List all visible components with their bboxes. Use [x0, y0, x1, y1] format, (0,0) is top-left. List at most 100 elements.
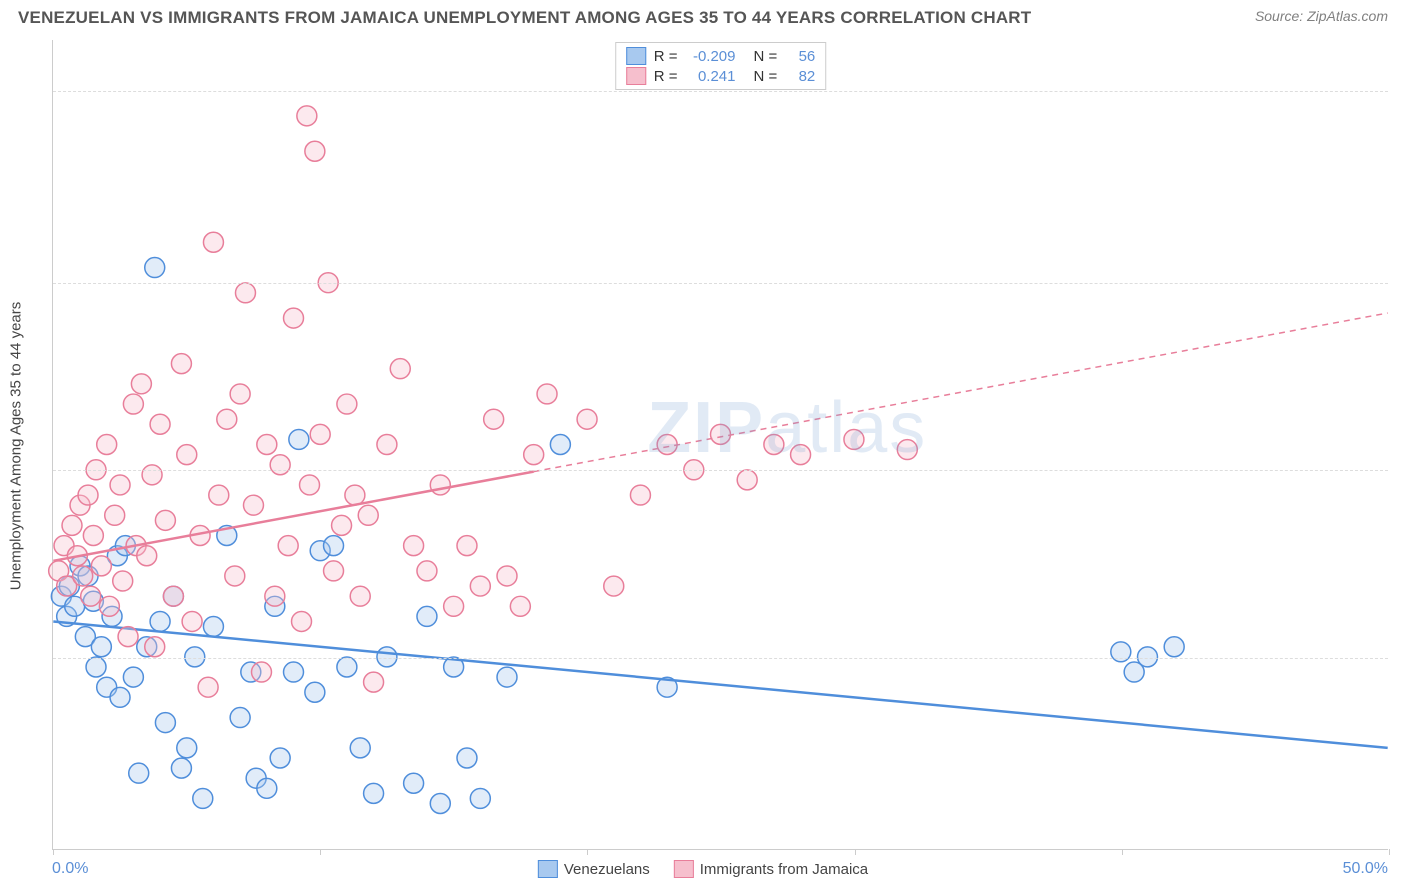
x-axis-max-label: 50.0% — [1343, 860, 1388, 878]
legend-r-label: R = — [654, 68, 678, 85]
legend-swatch — [674, 860, 694, 878]
gridline — [53, 470, 1388, 471]
scatter-plot-svg — [53, 40, 1388, 849]
data-point — [657, 435, 677, 455]
legend-n-label: N = — [754, 48, 778, 65]
x-axis-min-label: 0.0% — [52, 860, 88, 878]
data-point — [257, 778, 277, 798]
data-point — [137, 546, 157, 566]
chart-title: VENEZUELAN VS IMMIGRANTS FROM JAMAICA UN… — [18, 8, 1031, 28]
data-point — [390, 359, 410, 379]
data-point — [145, 637, 165, 657]
x-tick — [587, 849, 588, 855]
x-tick — [320, 849, 321, 855]
data-point — [844, 429, 864, 449]
data-point — [430, 794, 450, 814]
y-tick-label: 15.0% — [1398, 82, 1406, 100]
data-point — [150, 414, 170, 434]
data-point — [270, 455, 290, 475]
legend-item: Venezuelans — [538, 860, 650, 878]
data-point — [404, 773, 424, 793]
data-point — [81, 586, 101, 606]
legend-r-value: 0.241 — [686, 68, 736, 85]
data-point — [155, 713, 175, 733]
data-point — [444, 596, 464, 616]
data-point — [577, 409, 597, 429]
data-point — [457, 536, 477, 556]
legend-swatch — [538, 860, 558, 878]
data-point — [62, 515, 82, 535]
data-point — [123, 394, 143, 414]
correlation-legend: R =-0.209N =56R =0.241N =82 — [615, 42, 827, 90]
legend-item: Immigrants from Jamaica — [674, 860, 868, 878]
data-point — [377, 435, 397, 455]
data-point — [305, 682, 325, 702]
data-point — [310, 424, 330, 444]
data-point — [404, 536, 424, 556]
data-point — [86, 657, 106, 677]
legend-label: Immigrants from Jamaica — [700, 861, 868, 878]
legend-row: R = -0.209 N = 56 — [626, 47, 816, 65]
data-point — [284, 308, 304, 328]
data-point — [110, 475, 130, 495]
data-point — [550, 435, 570, 455]
data-point — [73, 566, 93, 586]
data-point — [113, 571, 133, 591]
data-point — [537, 384, 557, 404]
data-point — [155, 510, 175, 530]
data-point — [105, 505, 125, 525]
data-point — [337, 394, 357, 414]
data-point — [203, 617, 223, 637]
data-point — [297, 106, 317, 126]
data-point — [417, 606, 437, 626]
data-point — [193, 788, 213, 808]
data-point — [470, 788, 490, 808]
data-point — [97, 435, 117, 455]
data-point — [358, 505, 378, 525]
trend-line — [53, 621, 1387, 747]
data-point — [470, 576, 490, 596]
y-axis-title: Unemployment Among Ages 35 to 44 years — [8, 302, 25, 591]
data-point — [91, 637, 111, 657]
y-tick-label: 11.2% — [1398, 274, 1406, 292]
data-point — [235, 283, 255, 303]
data-point — [131, 374, 151, 394]
data-point — [1164, 637, 1184, 657]
data-point — [350, 586, 370, 606]
data-point — [145, 258, 165, 278]
data-point — [230, 384, 250, 404]
data-point — [332, 515, 352, 535]
legend-r-value: -0.209 — [686, 48, 736, 65]
data-point — [484, 409, 504, 429]
data-point — [737, 470, 757, 490]
data-point — [251, 662, 271, 682]
gridline — [53, 91, 1388, 92]
data-point — [177, 445, 197, 465]
data-point — [182, 611, 202, 631]
data-point — [257, 435, 277, 455]
data-point — [764, 435, 784, 455]
series-legend: Venezuelans Immigrants from Jamaica — [538, 860, 868, 878]
x-tick — [1122, 849, 1123, 855]
gridline — [53, 283, 1388, 284]
data-point — [292, 611, 312, 631]
data-point — [83, 526, 103, 546]
data-point — [99, 596, 119, 616]
legend-r-label: R = — [654, 48, 678, 65]
data-point — [711, 424, 731, 444]
data-point — [110, 687, 130, 707]
data-point — [177, 738, 197, 758]
data-point — [171, 354, 191, 374]
data-point — [150, 611, 170, 631]
legend-n-value: 56 — [785, 48, 815, 65]
x-tick — [855, 849, 856, 855]
legend-n-value: 82 — [785, 68, 815, 85]
data-point — [417, 561, 437, 581]
data-point — [289, 429, 309, 449]
data-point — [217, 409, 237, 429]
data-point — [604, 576, 624, 596]
data-point — [345, 485, 365, 505]
x-tick — [53, 849, 54, 855]
data-point — [230, 708, 250, 728]
data-point — [364, 783, 384, 803]
